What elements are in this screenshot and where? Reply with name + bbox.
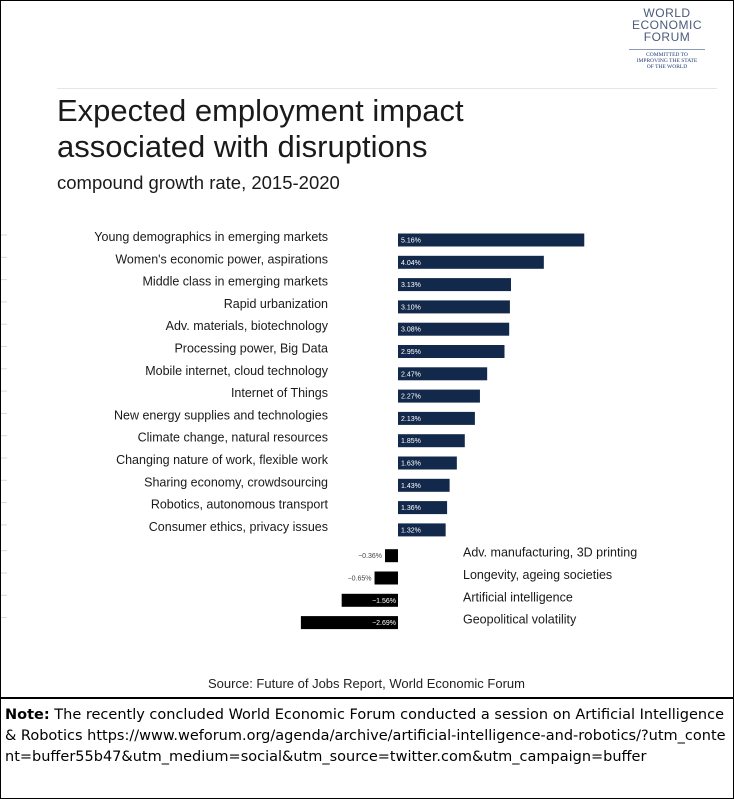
bar xyxy=(398,367,488,381)
data-label: 3.08% xyxy=(401,327,421,334)
chart-title: Expected employment impact associated wi… xyxy=(57,93,464,164)
bar xyxy=(385,549,398,563)
bar xyxy=(341,593,398,607)
data-label: −0.36% xyxy=(358,553,382,560)
bar-chart: 5.16% Young demographics in emerging mark… xyxy=(1,230,637,630)
data-label: 1.36% xyxy=(401,505,421,512)
note-text: The recently concluded World Economic Fo… xyxy=(5,707,726,765)
bar xyxy=(398,322,510,336)
divider xyxy=(0,697,734,699)
category-label: Internet of Things xyxy=(231,386,328,400)
logo-tag-1: COMMITTED TO xyxy=(646,52,688,58)
data-label: 1.63% xyxy=(401,461,421,468)
category-label: Consumer ethics, privacy issues xyxy=(149,520,328,534)
bar xyxy=(398,255,544,269)
category-label: Rapid urbanization xyxy=(224,297,328,311)
bar xyxy=(398,434,465,448)
wef-logo: WORLD ECONOMIC FORUM COMMITTED TO IMPROV… xyxy=(627,7,707,70)
data-label: 4.04% xyxy=(401,260,421,267)
chart-slide: WORLD ECONOMIC FORUM COMMITTED TO IMPROV… xyxy=(1,1,732,697)
logo-line-1: WORLD xyxy=(643,6,691,20)
bar xyxy=(398,300,510,314)
bar xyxy=(398,345,505,358)
data-label: −2.69% xyxy=(372,620,396,627)
chart-source: Source: Future of Jobs Report, World Eco… xyxy=(208,676,525,691)
note-label: Note: xyxy=(5,707,50,723)
category-label: New energy supplies and technologies xyxy=(114,408,328,422)
bar xyxy=(398,411,475,425)
bar xyxy=(398,389,480,403)
bar xyxy=(300,616,398,630)
category-label: Processing power, Big Data xyxy=(174,342,328,356)
data-label: 2.95% xyxy=(401,349,421,356)
logo-line-3: FORUM xyxy=(643,30,691,44)
category-label: Adv. manufacturing, 3D printing xyxy=(463,546,637,560)
category-label: Climate change, natural resources xyxy=(138,431,328,445)
logo-line-2: ECONOMIC xyxy=(632,18,702,32)
category-label: Adv. materials, biotechnology xyxy=(166,319,329,333)
data-label: −1.56% xyxy=(372,598,396,605)
data-label: 2.47% xyxy=(401,371,421,378)
logo-tag-3: OF THE WORLD xyxy=(646,64,688,70)
logo-rule xyxy=(629,49,705,50)
header-rule xyxy=(57,88,717,89)
category-label: Longevity, ageing societies xyxy=(463,568,612,582)
category-label: Changing nature of work, flexible work xyxy=(116,453,329,467)
bar xyxy=(398,456,457,470)
data-label: 3.10% xyxy=(401,304,421,311)
chart-subtitle: compound growth rate, 2015-2020 xyxy=(57,172,340,193)
category-label: Sharing economy, crowdsourcing xyxy=(144,475,328,489)
bar xyxy=(374,571,398,585)
bar xyxy=(398,523,446,537)
category-label: Artificial intelligence xyxy=(463,590,573,604)
category-label: Women's economic power, aspirations xyxy=(115,252,328,266)
note-paragraph: Note: The recently concluded World Econo… xyxy=(5,705,727,768)
data-label: −0.65% xyxy=(348,576,372,583)
bar xyxy=(398,233,585,247)
data-label: 3.13% xyxy=(401,282,421,289)
data-label: 2.27% xyxy=(401,394,421,401)
category-label: Mobile internet, cloud technology xyxy=(145,364,329,378)
data-label: 5.16% xyxy=(401,238,421,245)
category-label: Middle class in emerging markets xyxy=(143,275,329,289)
bar xyxy=(398,478,450,492)
data-label: 1.43% xyxy=(401,483,421,490)
category-label: Geopolitical volatility xyxy=(463,613,577,627)
category-label: Young demographics in emerging markets xyxy=(94,230,328,244)
bar xyxy=(398,278,511,292)
bar xyxy=(398,501,448,515)
logo-tag-2: IMPROVING THE STATE xyxy=(636,58,698,64)
category-label: Robotics, autonomous transport xyxy=(151,498,329,512)
data-label: 1.85% xyxy=(401,438,421,445)
data-label: 1.32% xyxy=(401,527,421,534)
data-label: 2.13% xyxy=(401,416,421,423)
